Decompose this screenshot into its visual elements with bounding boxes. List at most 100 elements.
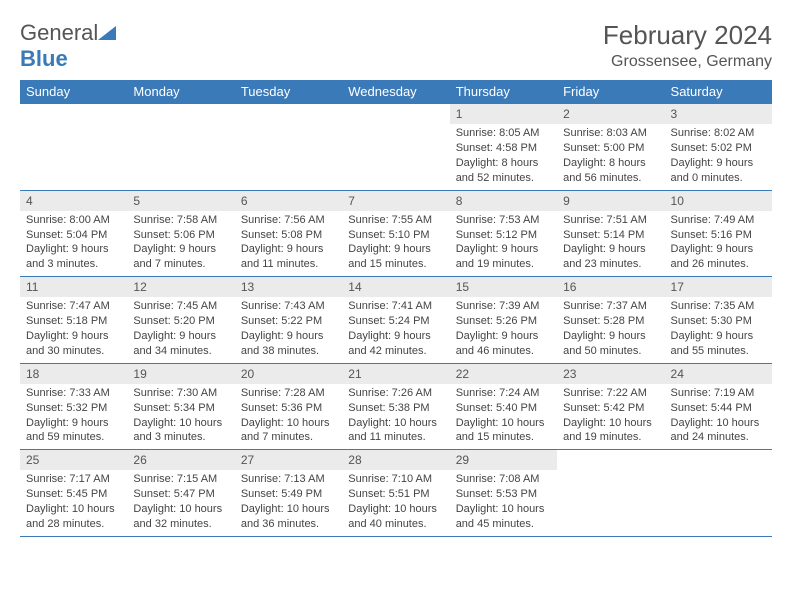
calendar-cell bbox=[127, 104, 234, 191]
sunrise-text: Sunrise: 7:47 AM bbox=[26, 299, 121, 314]
sunset-text: Sunset: 5:47 PM bbox=[133, 487, 228, 502]
sunset-text: Sunset: 5:42 PM bbox=[563, 401, 658, 416]
page: GeneralBlue February 2024 Grossensee, Ge… bbox=[0, 0, 792, 547]
day-header: Saturday bbox=[665, 80, 772, 104]
sunset-text: Sunset: 5:04 PM bbox=[26, 228, 121, 243]
logo-blue: Blue bbox=[20, 46, 68, 71]
logo: GeneralBlue bbox=[20, 20, 116, 72]
sunset-text: Sunset: 5:20 PM bbox=[133, 314, 228, 329]
sunrise-text: Sunrise: 7:51 AM bbox=[563, 213, 658, 228]
sunrise-text: Sunrise: 7:15 AM bbox=[133, 472, 228, 487]
calendar-cell: 21Sunrise: 7:26 AMSunset: 5:38 PMDayligh… bbox=[342, 363, 449, 450]
daylight-text: Daylight: 10 hours and 45 minutes. bbox=[456, 502, 551, 532]
sunset-text: Sunset: 5:24 PM bbox=[348, 314, 443, 329]
sunrise-text: Sunrise: 7:26 AM bbox=[348, 386, 443, 401]
day-number: 23 bbox=[557, 364, 664, 384]
day-body bbox=[665, 454, 772, 460]
daylight-text: Daylight: 9 hours and 26 minutes. bbox=[671, 242, 766, 272]
sunset-text: Sunset: 4:58 PM bbox=[456, 141, 551, 156]
sunrise-text: Sunrise: 7:49 AM bbox=[671, 213, 766, 228]
daylight-text: Daylight: 10 hours and 24 minutes. bbox=[671, 416, 766, 446]
day-number: 4 bbox=[20, 191, 127, 211]
sunset-text: Sunset: 5:08 PM bbox=[241, 228, 336, 243]
sunset-text: Sunset: 5:51 PM bbox=[348, 487, 443, 502]
day-number: 6 bbox=[235, 191, 342, 211]
day-body: Sunrise: 7:56 AMSunset: 5:08 PMDaylight:… bbox=[235, 211, 342, 276]
daylight-text: Daylight: 9 hours and 3 minutes. bbox=[26, 242, 121, 272]
calendar-cell: 13Sunrise: 7:43 AMSunset: 5:22 PMDayligh… bbox=[235, 277, 342, 364]
calendar-row: 18Sunrise: 7:33 AMSunset: 5:32 PMDayligh… bbox=[20, 363, 772, 450]
day-body: Sunrise: 7:58 AMSunset: 5:06 PMDaylight:… bbox=[127, 211, 234, 276]
day-number: 12 bbox=[127, 277, 234, 297]
sunrise-text: Sunrise: 8:00 AM bbox=[26, 213, 121, 228]
day-body: Sunrise: 7:51 AMSunset: 5:14 PMDaylight:… bbox=[557, 211, 664, 276]
daylight-text: Daylight: 9 hours and 34 minutes. bbox=[133, 329, 228, 359]
sunset-text: Sunset: 5:40 PM bbox=[456, 401, 551, 416]
calendar-cell: 4Sunrise: 8:00 AMSunset: 5:04 PMDaylight… bbox=[20, 190, 127, 277]
daylight-text: Daylight: 9 hours and 50 minutes. bbox=[563, 329, 658, 359]
day-number: 8 bbox=[450, 191, 557, 211]
calendar-cell bbox=[665, 450, 772, 537]
day-header: Thursday bbox=[450, 80, 557, 104]
daylight-text: Daylight: 9 hours and 55 minutes. bbox=[671, 329, 766, 359]
day-number: 19 bbox=[127, 364, 234, 384]
calendar-row: 4Sunrise: 8:00 AMSunset: 5:04 PMDaylight… bbox=[20, 190, 772, 277]
day-body bbox=[557, 454, 664, 460]
day-number: 1 bbox=[450, 104, 557, 124]
header: GeneralBlue February 2024 Grossensee, Ge… bbox=[20, 20, 772, 72]
logo-general: General bbox=[20, 20, 98, 45]
day-body bbox=[342, 108, 449, 114]
daylight-text: Daylight: 8 hours and 52 minutes. bbox=[456, 156, 551, 186]
sunset-text: Sunset: 5:34 PM bbox=[133, 401, 228, 416]
sunrise-text: Sunrise: 7:28 AM bbox=[241, 386, 336, 401]
day-number: 17 bbox=[665, 277, 772, 297]
day-body: Sunrise: 7:22 AMSunset: 5:42 PMDaylight:… bbox=[557, 384, 664, 449]
sunset-text: Sunset: 5:14 PM bbox=[563, 228, 658, 243]
day-number: 28 bbox=[342, 450, 449, 470]
day-body: Sunrise: 7:28 AMSunset: 5:36 PMDaylight:… bbox=[235, 384, 342, 449]
daylight-text: Daylight: 9 hours and 7 minutes. bbox=[133, 242, 228, 272]
calendar-body: 1Sunrise: 8:05 AMSunset: 4:58 PMDaylight… bbox=[20, 104, 772, 537]
day-body bbox=[127, 108, 234, 114]
calendar-row: 11Sunrise: 7:47 AMSunset: 5:18 PMDayligh… bbox=[20, 277, 772, 364]
day-body: Sunrise: 7:26 AMSunset: 5:38 PMDaylight:… bbox=[342, 384, 449, 449]
day-number: 27 bbox=[235, 450, 342, 470]
day-body: Sunrise: 7:15 AMSunset: 5:47 PMDaylight:… bbox=[127, 470, 234, 535]
day-body: Sunrise: 8:00 AMSunset: 5:04 PMDaylight:… bbox=[20, 211, 127, 276]
day-header: Friday bbox=[557, 80, 664, 104]
calendar-cell: 27Sunrise: 7:13 AMSunset: 5:49 PMDayligh… bbox=[235, 450, 342, 537]
calendar-head: Sunday Monday Tuesday Wednesday Thursday… bbox=[20, 80, 772, 104]
day-body: Sunrise: 7:43 AMSunset: 5:22 PMDaylight:… bbox=[235, 297, 342, 362]
daylight-text: Daylight: 8 hours and 56 minutes. bbox=[563, 156, 658, 186]
sunrise-text: Sunrise: 7:13 AM bbox=[241, 472, 336, 487]
day-header: Wednesday bbox=[342, 80, 449, 104]
sunset-text: Sunset: 5:45 PM bbox=[26, 487, 121, 502]
sunset-text: Sunset: 5:10 PM bbox=[348, 228, 443, 243]
day-number: 15 bbox=[450, 277, 557, 297]
sunset-text: Sunset: 5:22 PM bbox=[241, 314, 336, 329]
day-body: Sunrise: 7:53 AMSunset: 5:12 PMDaylight:… bbox=[450, 211, 557, 276]
calendar-cell: 19Sunrise: 7:30 AMSunset: 5:34 PMDayligh… bbox=[127, 363, 234, 450]
day-header: Monday bbox=[127, 80, 234, 104]
sunrise-text: Sunrise: 8:05 AM bbox=[456, 126, 551, 141]
day-body: Sunrise: 7:37 AMSunset: 5:28 PMDaylight:… bbox=[557, 297, 664, 362]
sunrise-text: Sunrise: 7:58 AM bbox=[133, 213, 228, 228]
month-title: February 2024 bbox=[603, 20, 772, 51]
daylight-text: Daylight: 9 hours and 46 minutes. bbox=[456, 329, 551, 359]
calendar-cell: 24Sunrise: 7:19 AMSunset: 5:44 PMDayligh… bbox=[665, 363, 772, 450]
calendar-cell: 3Sunrise: 8:02 AMSunset: 5:02 PMDaylight… bbox=[665, 104, 772, 191]
daylight-text: Daylight: 10 hours and 19 minutes. bbox=[563, 416, 658, 446]
sunset-text: Sunset: 5:49 PM bbox=[241, 487, 336, 502]
day-number: 3 bbox=[665, 104, 772, 124]
sunset-text: Sunset: 5:16 PM bbox=[671, 228, 766, 243]
calendar-cell: 15Sunrise: 7:39 AMSunset: 5:26 PMDayligh… bbox=[450, 277, 557, 364]
daylight-text: Daylight: 10 hours and 15 minutes. bbox=[456, 416, 551, 446]
sunrise-text: Sunrise: 7:45 AM bbox=[133, 299, 228, 314]
day-body: Sunrise: 7:49 AMSunset: 5:16 PMDaylight:… bbox=[665, 211, 772, 276]
calendar-cell: 6Sunrise: 7:56 AMSunset: 5:08 PMDaylight… bbox=[235, 190, 342, 277]
day-body: Sunrise: 7:24 AMSunset: 5:40 PMDaylight:… bbox=[450, 384, 557, 449]
sunset-text: Sunset: 5:18 PM bbox=[26, 314, 121, 329]
sunrise-text: Sunrise: 7:22 AM bbox=[563, 386, 658, 401]
daylight-text: Daylight: 9 hours and 19 minutes. bbox=[456, 242, 551, 272]
day-number: 18 bbox=[20, 364, 127, 384]
